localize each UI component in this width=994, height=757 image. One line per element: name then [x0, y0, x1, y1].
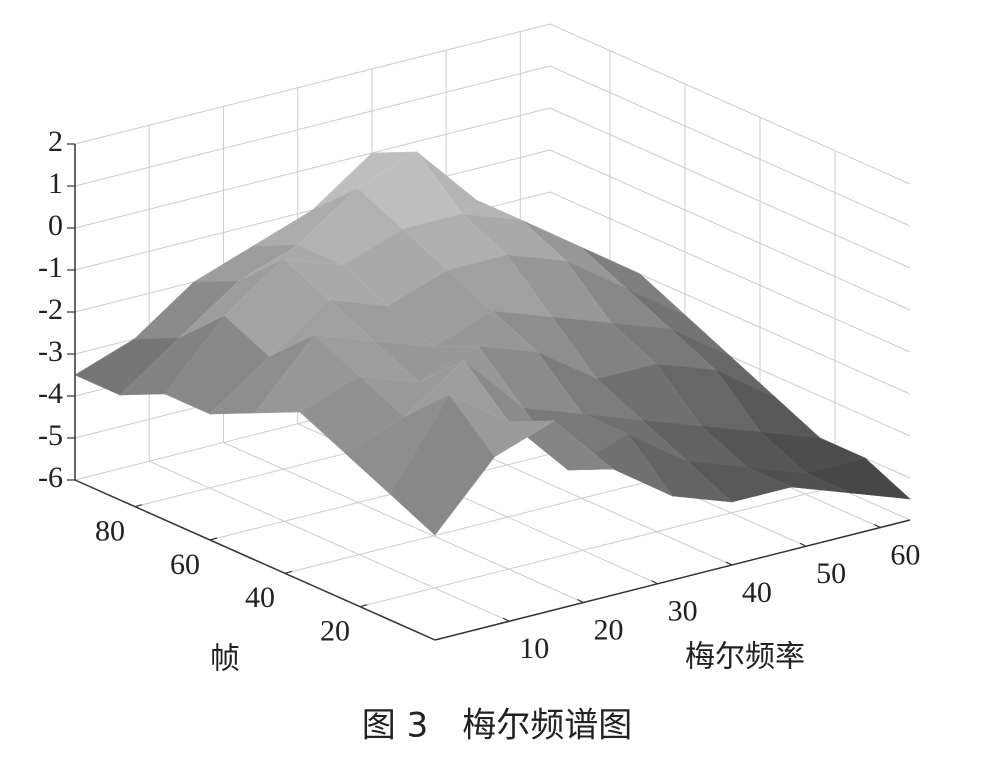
grid-line [74, 23, 551, 145]
z-tick-label: -4 [38, 377, 63, 410]
x-tick-label: 10 [519, 632, 549, 665]
grid-line [359, 486, 836, 608]
z-tick-label: -3 [38, 335, 63, 368]
x-axis-label: 梅尔频率 [685, 640, 805, 675]
x-tick-label: 40 [742, 576, 772, 609]
x-tick-label: 60 [890, 538, 920, 571]
x-tick-label: 30 [668, 595, 698, 628]
z-tick-label: 0 [48, 209, 63, 242]
grid-line [549, 191, 911, 353]
caption: 图 3 梅尔频谱图 [362, 706, 632, 746]
y-tick [359, 604, 368, 608]
y-tick-label: 80 [95, 515, 125, 548]
x-tick [874, 523, 881, 529]
z-tick-label: -6 [38, 461, 63, 494]
y-tick-label: 40 [245, 581, 275, 614]
z-tick-label: 1 [48, 167, 63, 200]
x-tick [725, 561, 733, 566]
grid-line [549, 23, 911, 185]
y-tick [209, 537, 218, 541]
x-tick [651, 580, 658, 585]
z-tick-label: -5 [38, 419, 63, 452]
grid-line [74, 65, 551, 187]
x-tick-label: 50 [816, 557, 846, 590]
grid-line [549, 107, 911, 269]
grid-line [74, 107, 551, 229]
z-tick-label: -2 [38, 293, 63, 326]
grid-line [549, 149, 911, 311]
z-tick-label: 2 [48, 125, 63, 158]
y-tick-label: 20 [320, 615, 350, 648]
surface-patch [389, 394, 495, 536]
x-axis [434, 519, 911, 641]
axes: 10 20 30 40 50 60 20 40 60 80 -6 -5 -4 -3 -2 -1 0 1 2 [38, 125, 920, 665]
y-axis-label: 帧 [210, 642, 240, 677]
x-tick [502, 617, 510, 622]
x-tick-label: 20 [593, 613, 623, 646]
y-tick-label: 60 [170, 548, 200, 581]
y-axis [74, 479, 436, 641]
x-tick [799, 542, 807, 547]
surface [74, 151, 911, 536]
y-tick [134, 504, 143, 508]
x-tick [577, 598, 584, 604]
z-tick-label: -1 [38, 251, 63, 284]
y-tick [284, 570, 293, 574]
grid-line [549, 65, 911, 227]
